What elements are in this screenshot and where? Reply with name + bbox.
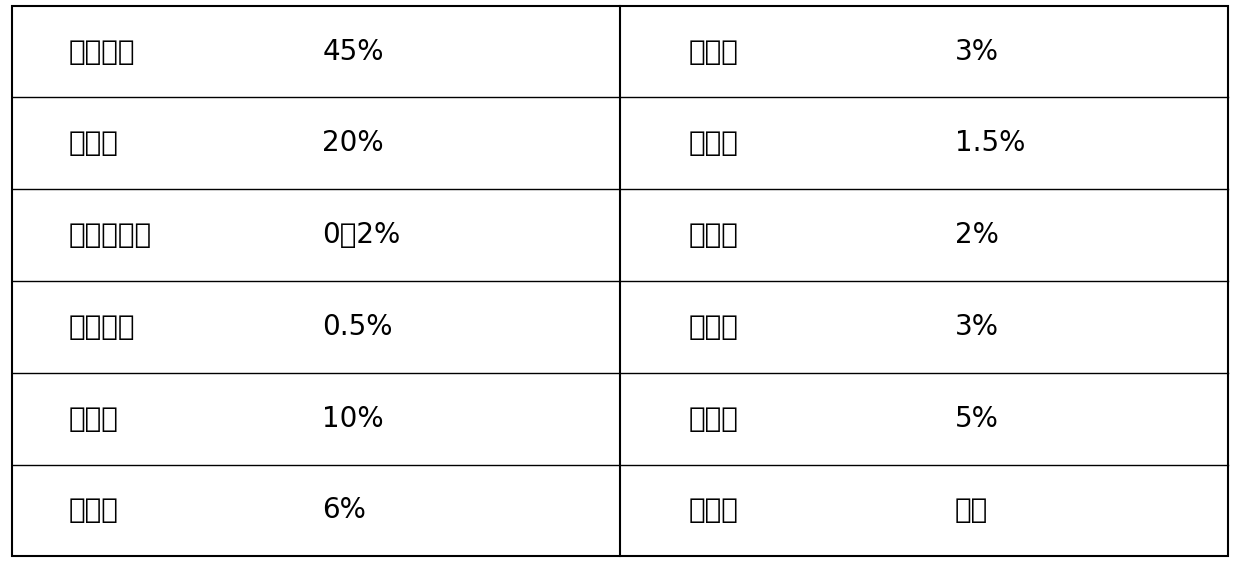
Text: 三氧化二铁: 三氧化二铁 (68, 221, 151, 249)
Text: 二氧化馒: 二氧化馒 (68, 313, 135, 341)
Text: 10%: 10% (322, 405, 384, 433)
Text: 余量: 余量 (955, 496, 988, 524)
Text: 5%: 5% (955, 405, 998, 433)
Text: 6%: 6% (322, 496, 366, 524)
Text: 氧化钔: 氧化钔 (688, 129, 738, 157)
Text: 0.5%: 0.5% (322, 313, 393, 341)
Text: 氧化镑: 氧化镑 (68, 496, 118, 524)
Text: 二氧化硅: 二氧化硅 (68, 38, 135, 66)
Text: 20%: 20% (322, 129, 384, 157)
Text: 氧化锦: 氧化锦 (688, 405, 738, 433)
Text: 氧化铝: 氧化铝 (68, 129, 118, 157)
Text: 3%: 3% (955, 313, 998, 341)
Text: 烧失量: 烧失量 (688, 496, 738, 524)
Text: 2%: 2% (955, 221, 998, 249)
Text: 氧化馒: 氧化馒 (68, 405, 118, 433)
Text: 45%: 45% (322, 38, 384, 66)
Text: 氧化锶: 氧化锶 (688, 313, 738, 341)
Text: 1.5%: 1.5% (955, 129, 1025, 157)
Text: 氧化鬇: 氧化鬇 (688, 221, 738, 249)
Text: 氧化鿠: 氧化鿠 (688, 38, 738, 66)
Text: 0．2%: 0．2% (322, 221, 401, 249)
Text: 3%: 3% (955, 38, 998, 66)
